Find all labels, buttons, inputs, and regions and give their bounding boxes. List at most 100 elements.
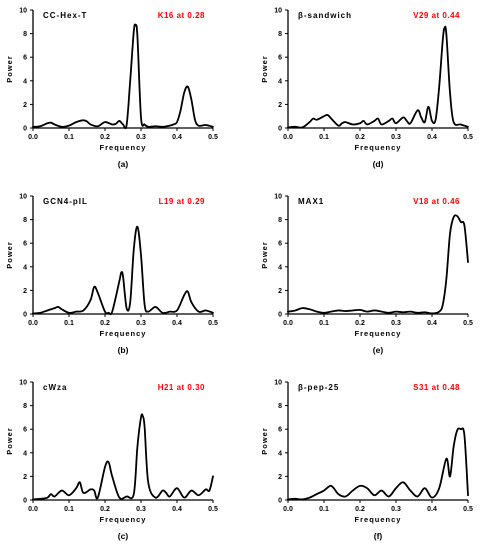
panel-caption: (b) <box>118 345 129 355</box>
x-tick-label: 0.0 <box>283 506 293 513</box>
x-tick-label: 0.2 <box>355 134 365 141</box>
y-tick-label: 6 <box>278 241 282 248</box>
y-tick-label: 0 <box>278 498 282 505</box>
y-tick-label: 6 <box>278 55 282 62</box>
panel-title: cWza <box>43 383 67 392</box>
y-tick-label: 0 <box>278 312 282 319</box>
x-tick-label: 0.3 <box>391 506 401 513</box>
x-axis-title: Frequency <box>355 515 402 524</box>
x-tick-label: 0.0 <box>283 134 293 141</box>
panel-caption: (d) <box>373 159 384 169</box>
y-tick-label: 6 <box>23 241 27 248</box>
x-tick-label: 0.3 <box>391 134 401 141</box>
y-tick-label: 4 <box>278 450 282 457</box>
x-axis-title: Frequency <box>100 515 147 524</box>
y-tick-label: 4 <box>23 264 27 271</box>
panel-caption: (f) <box>374 531 383 541</box>
peak-annotation: S31 at 0.48 <box>413 383 460 392</box>
x-tick-label: 0.4 <box>172 506 182 513</box>
x-tick-label: 0.2 <box>100 320 110 327</box>
x-tick-label: 0.5 <box>208 134 218 141</box>
y-tick-label: 6 <box>23 55 27 62</box>
y-tick-label: 10 <box>19 8 27 15</box>
x-tick-label: 0.3 <box>136 320 146 327</box>
y-tick-label: 2 <box>278 102 282 109</box>
y-axis-title: Power <box>260 55 269 83</box>
panel-e: 0 2 4 6 8 10 0.0 0.1 0.2 0.3 0.4 0.5 Frequency Power M… <box>260 194 473 356</box>
x-tick-label: 0.2 <box>355 320 365 327</box>
x-tick-label: 0.1 <box>64 134 74 141</box>
x-tick-label: 0.5 <box>208 506 218 513</box>
x-tick-label: 0.1 <box>64 320 74 327</box>
x-axis-title: Frequency <box>355 143 402 152</box>
y-axis-title: Power <box>260 427 269 455</box>
x-tick-label: 0.2 <box>355 506 365 513</box>
y-tick-label: 2 <box>23 288 27 295</box>
y-tick-label: 10 <box>274 380 282 387</box>
y-tick-label: 0 <box>23 126 27 133</box>
y-tick-label: 8 <box>23 31 27 38</box>
x-tick-label: 0.4 <box>427 506 437 513</box>
y-tick-label: 4 <box>278 264 282 271</box>
x-tick-label: 0.4 <box>427 320 437 327</box>
y-axis-title: Power <box>260 241 269 269</box>
x-axis-title: Frequency <box>100 329 147 338</box>
x-tick-label: 0.0 <box>28 134 38 141</box>
panel-a: 0 2 4 6 8 10 0.0 0.1 0.2 0.3 0.4 0.5 Frequency Power C… <box>5 8 218 170</box>
x-tick-label: 0.3 <box>136 506 146 513</box>
panel-title: β-sandwich <box>298 11 352 20</box>
x-tick-label: 0.2 <box>100 506 110 513</box>
y-tick-label: 4 <box>23 78 27 85</box>
panel-f: 0 2 4 6 8 10 0.0 0.1 0.2 0.3 0.4 0.5 Frequency Power β… <box>260 380 473 542</box>
y-tick-label: 0 <box>23 498 27 505</box>
y-tick-label: 8 <box>23 217 27 224</box>
power-spectrum-line <box>32 413 214 501</box>
y-tick-label: 0 <box>278 126 282 133</box>
y-axis-title: Power <box>5 241 14 269</box>
panel-title: CC-Hex-T <box>43 11 87 20</box>
x-tick-label: 0.4 <box>172 134 182 141</box>
x-tick-label: 0.0 <box>283 320 293 327</box>
panel-caption: (c) <box>118 531 129 541</box>
x-axis-title: Frequency <box>355 329 402 338</box>
y-tick-label: 10 <box>19 380 27 387</box>
x-tick-label: 0.0 <box>28 320 38 327</box>
y-tick-label: 8 <box>278 217 282 224</box>
panel-title: MAX1 <box>298 197 324 206</box>
peak-annotation: V18 at 0.46 <box>413 197 460 206</box>
y-tick-label: 8 <box>23 403 27 410</box>
y-axis-title: Power <box>5 427 14 455</box>
peak-annotation: L19 at 0.29 <box>159 197 205 206</box>
y-tick-label: 4 <box>23 450 27 457</box>
peak-annotation: H21 at 0.30 <box>158 383 205 392</box>
x-tick-label: 0.0 <box>28 506 38 513</box>
panel-title: β-pep-25 <box>298 383 339 392</box>
power-spectrum-line <box>32 225 214 316</box>
x-tick-label: 0.5 <box>208 320 218 327</box>
x-tick-label: 0.1 <box>64 506 74 513</box>
y-tick-label: 4 <box>278 78 282 85</box>
power-spectrum-line <box>32 23 214 130</box>
y-tick-label: 10 <box>274 194 282 201</box>
y-tick-label: 0 <box>23 312 27 319</box>
x-tick-label: 0.3 <box>136 134 146 141</box>
panel-caption: (e) <box>373 345 384 355</box>
y-tick-label: 10 <box>19 194 27 201</box>
y-tick-label: 2 <box>278 474 282 481</box>
peak-annotation: V29 at 0.44 <box>413 11 460 20</box>
y-tick-label: 2 <box>278 288 282 295</box>
y-tick-label: 2 <box>23 102 27 109</box>
x-tick-label: 0.5 <box>463 506 473 513</box>
peak-annotation: K16 at 0.28 <box>158 11 205 20</box>
y-tick-label: 8 <box>278 31 282 38</box>
power-spectrum-line <box>287 214 469 315</box>
x-tick-label: 0.1 <box>319 320 329 327</box>
panel-b: 0 2 4 6 8 10 0.0 0.1 0.2 0.3 0.4 0.5 Frequency Power G… <box>5 194 218 356</box>
x-tick-label: 0.4 <box>172 320 182 327</box>
y-tick-label: 6 <box>23 427 27 434</box>
x-axis-title: Frequency <box>100 143 147 152</box>
y-tick-label: 10 <box>274 8 282 15</box>
power-spectrum-line <box>287 427 469 501</box>
power-spectrum-line <box>287 25 469 129</box>
